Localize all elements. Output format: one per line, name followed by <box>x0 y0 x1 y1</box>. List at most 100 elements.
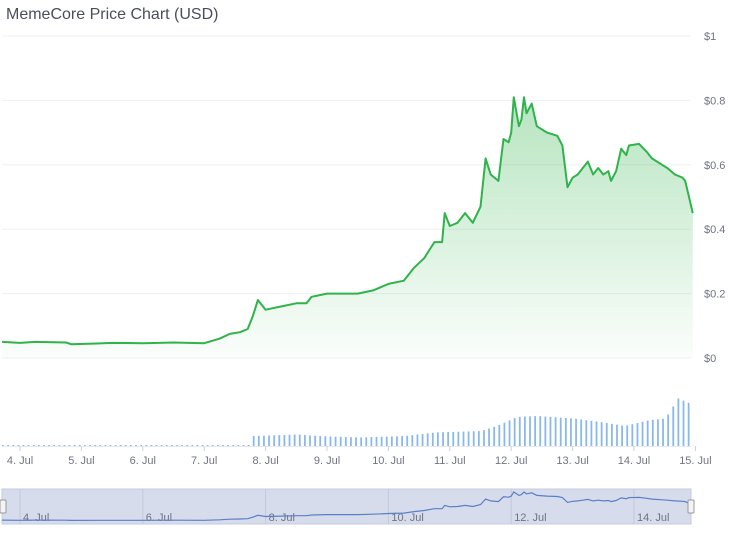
volume-bar <box>278 435 281 446</box>
y-tick-label: $1 <box>704 31 716 43</box>
volume-bar <box>437 432 439 446</box>
volume-bar <box>442 432 444 446</box>
volume-bar <box>503 422 506 446</box>
volume-bar <box>534 416 537 446</box>
volume-bar <box>303 435 306 446</box>
volume-bar <box>78 445 81 446</box>
volume-bar <box>631 424 634 446</box>
y-tick-label: $0.2 <box>704 289 725 301</box>
volume-bar <box>513 418 516 446</box>
volume-bar <box>63 445 66 446</box>
price-fill <box>2 97 693 358</box>
volume-bar <box>227 445 230 446</box>
volume-bar <box>273 435 276 446</box>
volume-bar <box>99 445 102 446</box>
volume-bar <box>268 435 270 446</box>
navigator-line <box>2 491 694 522</box>
y-tick-label: $0 <box>704 353 716 365</box>
volume-bar <box>559 417 562 446</box>
volume-bar <box>130 445 132 446</box>
volume-bar <box>529 416 531 446</box>
x-tick-label: 7. Jul <box>191 455 217 467</box>
volume-bar <box>462 431 465 446</box>
volume-bar <box>657 419 659 446</box>
volume-bar <box>355 437 357 446</box>
volume-bar <box>616 424 618 446</box>
navigator-tick-label: 10. Jul <box>391 512 423 524</box>
y-tick-label: $0.4 <box>704 224 725 236</box>
volume-bar <box>334 436 337 446</box>
volume-bar <box>385 436 388 446</box>
volume-bar <box>216 445 219 446</box>
navigator[interactable]: 4. Jul 6. Jul 8. Jul 10. Jul 12. Jul 14. Jul <box>0 488 695 525</box>
volume-bar <box>646 420 649 446</box>
volume-bar <box>48 445 50 446</box>
volume-bar <box>135 445 137 446</box>
volume-bar <box>498 424 501 446</box>
volume-bar <box>324 436 327 446</box>
volume-bar <box>58 445 61 446</box>
volume-bar <box>421 433 424 446</box>
volume-bar <box>483 430 485 446</box>
volume-bar <box>677 398 680 446</box>
volume-bar <box>370 437 373 446</box>
volume-bar <box>390 436 393 446</box>
volume-bar <box>140 445 143 446</box>
navigator-handle-right[interactable] <box>687 499 695 514</box>
navigator-tick-label: 8. Jul <box>269 512 295 524</box>
volume-bars <box>2 398 691 447</box>
price-area <box>1 96 694 358</box>
volume-bar <box>518 416 521 446</box>
x-tick-label: 13. Jul <box>556 455 588 467</box>
y-tick-label: $0.6 <box>704 160 725 172</box>
volume-bar <box>662 418 664 446</box>
volume-bar <box>590 420 593 446</box>
volume-bar <box>7 445 10 446</box>
x-tick-label: 8. Jul <box>252 455 278 467</box>
volume-bar <box>477 431 480 446</box>
volume-bar <box>191 445 194 446</box>
volume-bar <box>247 445 250 446</box>
volume-bar <box>237 445 240 446</box>
volume-bar <box>43 445 45 446</box>
volume-bar <box>411 435 414 446</box>
volume-bar <box>610 423 613 446</box>
volume-bar <box>472 431 475 446</box>
volume-bar <box>595 421 598 446</box>
navigator-selection[interactable] <box>1 488 692 525</box>
volume-bar <box>83 445 86 446</box>
volume-bar <box>309 435 311 446</box>
navigator-handle-left[interactable] <box>0 499 7 514</box>
volume-bar <box>124 445 127 446</box>
volume-bar <box>488 428 490 446</box>
volume-bar <box>22 445 25 446</box>
volume-bar <box>17 445 20 446</box>
volume-bar <box>426 433 429 446</box>
volume-bar <box>687 402 690 446</box>
volume-bar <box>396 436 398 446</box>
volume-bar <box>580 419 583 446</box>
volume-bar <box>523 416 526 446</box>
volume-bar <box>585 420 588 446</box>
volume-bar <box>319 436 322 446</box>
volume-bar <box>263 435 265 446</box>
x-tick-label: 9. Jul <box>314 455 340 467</box>
volume-bar <box>145 445 148 446</box>
volume-bar <box>672 406 675 446</box>
volume-bar <box>570 418 572 446</box>
navigator-tick-label: 14. Jul <box>637 512 669 524</box>
volume-bar <box>651 419 654 446</box>
x-tick-label: 11. Jul <box>434 455 466 467</box>
volume-bar <box>641 421 644 446</box>
x-tick-label: 5. Jul <box>68 455 94 467</box>
volume-bar <box>539 416 542 446</box>
volume-bar <box>37 445 40 446</box>
volume-bar <box>549 416 552 446</box>
volume-bar <box>575 418 577 446</box>
volume-bar <box>232 445 235 446</box>
volume-bar <box>165 445 168 446</box>
volume-bar <box>605 422 608 446</box>
y-tick-label: $0.8 <box>704 95 725 107</box>
volume-bar <box>150 445 153 446</box>
